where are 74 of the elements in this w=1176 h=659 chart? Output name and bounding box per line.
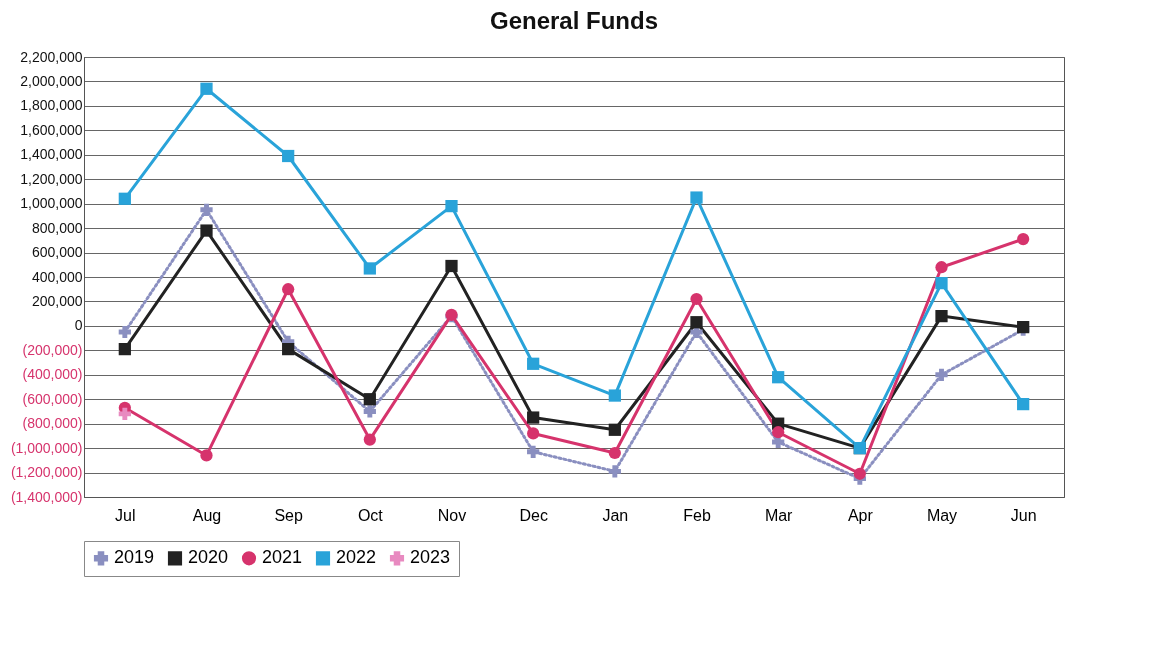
point: [200, 449, 213, 462]
legend-label: 2021: [262, 547, 303, 568]
point: [690, 191, 703, 204]
point: [608, 446, 621, 460]
point: [363, 405, 376, 418]
point: [118, 342, 131, 356]
point: [118, 325, 131, 339]
point: [527, 357, 540, 370]
point: [445, 259, 458, 273]
y-tick-label: (1,400,000): [10, 488, 83, 505]
point: [527, 427, 540, 440]
point: [935, 368, 948, 381]
point: [608, 423, 621, 436]
y-tick-label: 1,000,000: [20, 195, 83, 212]
y-tick-label: (1,000,000): [10, 439, 83, 456]
y-tick-label: 2,000,000: [20, 72, 83, 89]
point: [853, 467, 866, 480]
point: [935, 276, 948, 290]
y-tick-label: 600,000: [31, 244, 83, 261]
y-tick-label: 0: [74, 317, 83, 334]
x-tick-label: Dec: [519, 506, 548, 524]
legend-label: 2023: [410, 547, 451, 568]
x-tick-label: Feb: [683, 506, 711, 524]
x-tick-label: Aug: [192, 506, 222, 524]
x-tick-label: Nov: [437, 506, 467, 524]
point: [608, 465, 621, 478]
point: [200, 224, 213, 237]
point: [118, 192, 131, 205]
y-tick-label: 200,000: [31, 292, 83, 309]
legend-label: 2022: [336, 547, 377, 568]
x-tick-label: Apr: [847, 506, 874, 524]
point: [363, 393, 376, 406]
y-tick-label: 1,600,000: [20, 121, 83, 138]
y-tick-label: 1,200,000: [20, 170, 83, 187]
point: [200, 203, 213, 216]
point: [935, 309, 948, 323]
point: [282, 342, 295, 356]
x-tick-label: Jan: [602, 506, 629, 524]
x-tick-label: May: [926, 506, 958, 524]
point: [527, 445, 540, 458]
point: [935, 261, 948, 274]
x-tick-label: Oct: [357, 506, 384, 524]
x-tick-label: Mar: [764, 506, 794, 524]
point: [282, 283, 295, 296]
y-tick-label: (800,000): [22, 415, 83, 432]
x-tick-label: Sep: [274, 506, 303, 524]
y-tick-label: 1,400,000: [20, 146, 83, 163]
point: [363, 262, 376, 275]
point: [118, 407, 131, 421]
y-tick-label: 2,200,000: [20, 48, 83, 65]
point: [608, 389, 621, 402]
point: [690, 292, 703, 306]
point: [445, 199, 458, 213]
y-tick-label: 800,000: [31, 219, 83, 236]
point: [527, 411, 540, 424]
y-tick-label: 400,000: [31, 268, 83, 285]
point: [200, 82, 213, 95]
point: [282, 149, 295, 163]
y-tick-label: (1,200,000): [10, 464, 83, 481]
point: [690, 316, 703, 329]
point: [1017, 233, 1030, 246]
chart-title: General Funds: [489, 7, 659, 34]
x-tick-label: Jul: [115, 506, 136, 524]
point: [772, 426, 785, 439]
y-tick-label: (600,000): [22, 390, 83, 407]
point: [1017, 397, 1030, 411]
legend-label: 2019: [114, 547, 155, 568]
legend-label: 2020: [188, 547, 229, 568]
y-tick-label: (400,000): [22, 366, 83, 383]
y-tick-label: 1,800,000: [20, 97, 83, 114]
x-tick-label: Jun: [1010, 506, 1037, 524]
y-tick-label: (200,000): [22, 341, 83, 358]
point: [772, 371, 785, 384]
point: [363, 433, 376, 446]
